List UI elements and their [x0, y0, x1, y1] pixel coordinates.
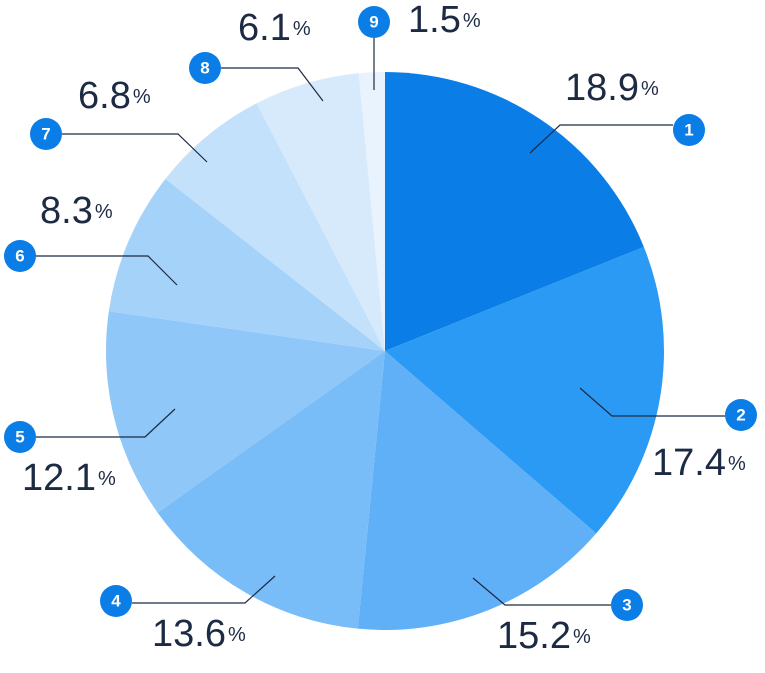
pie-slice	[105, 311, 385, 513]
data-label-unit: %	[728, 453, 746, 475]
legend-badge	[30, 118, 62, 150]
legend-label: 1	[684, 120, 693, 139]
data-label-value: 12.1	[22, 457, 96, 499]
pie-slice	[157, 351, 385, 629]
data-label: 15.2%	[497, 615, 591, 657]
data-label-unit: %	[228, 624, 246, 646]
data-label: 6.1%	[238, 7, 311, 49]
leader-line	[62, 133, 208, 163]
data-label: 1.5%	[408, 0, 481, 41]
legend-label: 9	[369, 12, 378, 31]
data-label-value: 18.9	[565, 67, 639, 109]
legend-badge	[673, 114, 705, 146]
pie-slice	[358, 72, 385, 351]
legend-label: 8	[200, 58, 209, 77]
legend-label: 3	[622, 595, 631, 614]
data-label-value: 6.8	[78, 75, 131, 117]
data-label-unit: %	[573, 626, 591, 648]
legend-label: 4	[111, 591, 121, 610]
data-label: 18.9%	[565, 67, 659, 109]
legend-badge	[358, 6, 390, 38]
data-label: 8.3%	[40, 190, 113, 232]
legend-badge	[4, 421, 36, 453]
data-label-value: 17.4	[652, 442, 726, 484]
data-label-value: 6.1	[238, 7, 291, 49]
data-label: 6.8%	[78, 75, 151, 117]
leader-line	[221, 67, 324, 102]
pie-slice	[108, 178, 385, 351]
data-label-unit: %	[293, 18, 311, 40]
data-label-unit: %	[463, 10, 481, 32]
legend-label: 7	[41, 124, 50, 143]
leader-line	[36, 408, 176, 438]
data-label-value: 8.3	[40, 190, 93, 232]
data-label: 17.4%	[652, 442, 746, 484]
pie-slice	[357, 351, 597, 630]
legend-badge	[100, 585, 132, 617]
data-label-unit: %	[641, 78, 659, 100]
legend-label: 6	[15, 246, 24, 265]
data-label-unit: %	[98, 468, 116, 490]
leader-line	[529, 124, 673, 154]
data-label-unit: %	[95, 201, 113, 223]
legend-label: 5	[15, 427, 24, 446]
leader-line	[132, 575, 276, 604]
pie-slice	[256, 73, 385, 351]
data-label-value: 1.5	[408, 0, 461, 41]
leader-line	[472, 577, 611, 606]
data-label-value: 15.2	[497, 615, 571, 657]
legend-badge	[189, 52, 221, 84]
leader-line	[36, 255, 178, 286]
legend-badge	[4, 240, 36, 272]
legend-badge	[611, 589, 643, 621]
data-label: 13.6%	[152, 613, 246, 655]
data-label: 12.1%	[22, 457, 116, 499]
pie-slice	[385, 72, 644, 351]
pie-slice	[165, 103, 385, 352]
data-label-value: 13.6	[152, 613, 226, 655]
legend-badge	[725, 399, 757, 431]
legend-label: 2	[736, 405, 745, 424]
pie-slice	[385, 246, 664, 534]
leader-line	[579, 387, 725, 417]
data-label-unit: %	[133, 86, 151, 108]
